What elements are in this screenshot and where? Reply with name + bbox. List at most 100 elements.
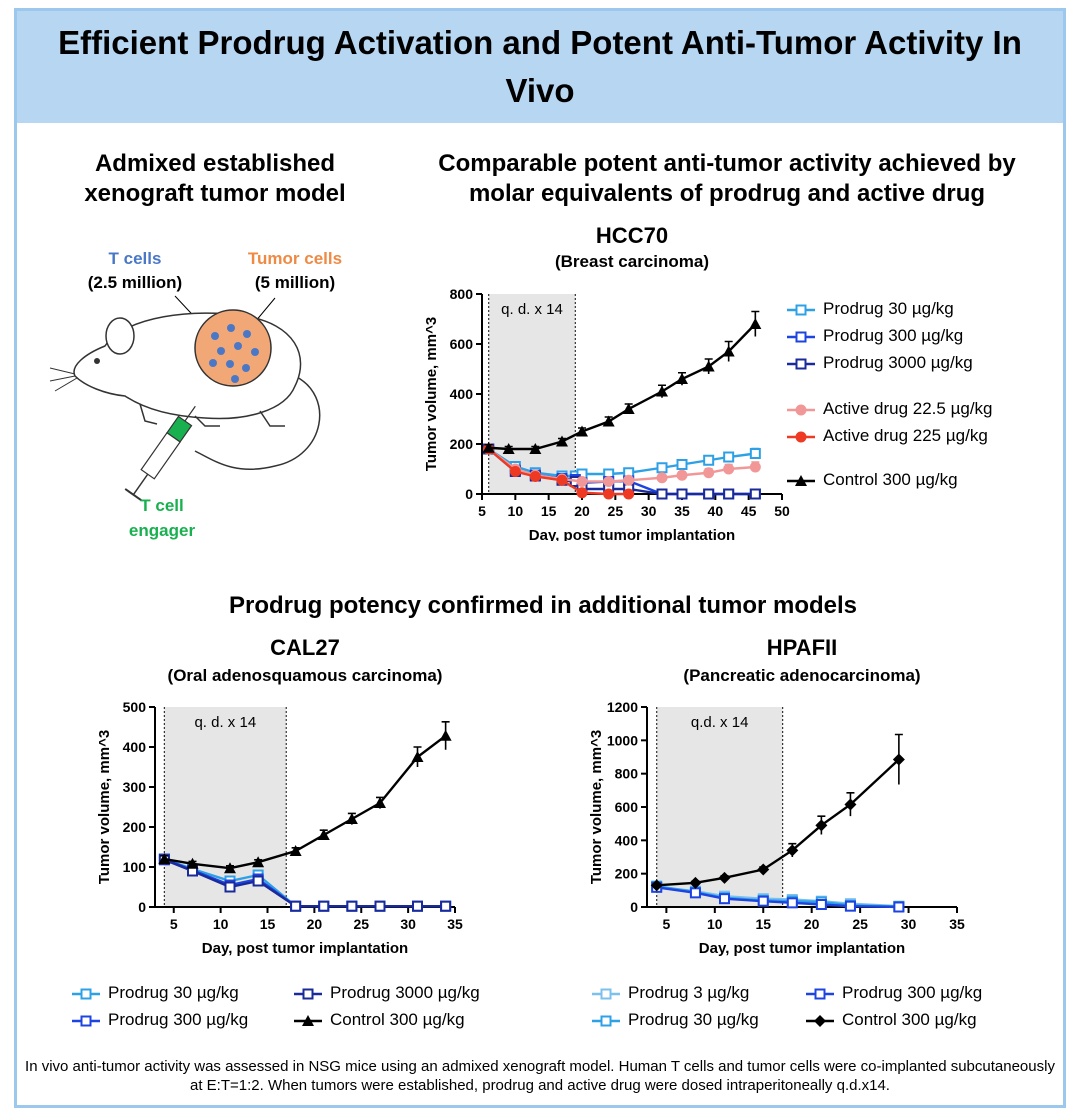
data-point [318,900,330,912]
x-axis-label: Day, post tumor implantation [699,940,905,957]
legend-label: Active drug 22.5 µg/kg [823,399,993,418]
data-point [703,454,715,466]
x-tick-label: 35 [949,916,965,932]
legend-swatch [592,1015,620,1027]
legend-marker [600,988,612,1000]
tumor-cells-label: Tumor cells [248,249,342,268]
data-point [702,360,715,372]
hpafii-chart: HPAFII (Pancreatic adenocarcinoma) q.d. x … [588,635,965,957]
dosing-window [164,707,287,907]
x-tick-label: 5 [170,916,178,932]
data-point [893,901,905,913]
data-point [703,488,715,500]
figure-frame: Efficient Prodrug Activation and Potent … [14,8,1066,1108]
x-tick-label: 30 [901,916,917,932]
data-point [786,897,798,909]
bottom-section-heading: Prodrug potency confirmed in additional … [228,592,858,619]
data-point [439,729,452,741]
x-tick-label: 10 [508,503,524,519]
legend-label: Prodrug 30 µg/kg [108,983,239,1002]
cal27-legend: Prodrug 30 µg/kg Prodrug 300 µg/kg Prodrug… [72,983,542,1043]
legend-label: Prodrug 300 µg/kg [823,326,964,345]
series-line [164,734,447,870]
x-tick-label: 15 [755,916,771,932]
y-tick-label: 400 [615,832,639,848]
legend-label: Prodrug 30 µg/kg [823,299,954,318]
y-tick-label: 800 [450,286,474,302]
y-tick-label: 800 [615,766,639,782]
top-section-heading: Comparable potent anti-tumor activity ac… [438,150,1016,207]
data-point [719,893,730,905]
dosing-label: q. d. x 14 [194,714,256,731]
mouse-tail [194,375,321,470]
legend-swatch [592,988,620,1000]
y-tick-label: 100 [123,859,147,875]
hpafii-legend: Prodrug 3 µg/kg Prodrug 30 µg/kg Prodrug 3… [592,983,1042,1043]
legend-marker [795,431,807,443]
dosing-window [488,294,576,494]
data-point [815,899,827,910]
data-point [718,871,731,884]
x-axis-label: Day, post tumor implantation [529,527,735,541]
data-point [411,751,424,762]
x-tick-label: 15 [260,916,276,932]
data-point [374,797,386,808]
x-tick-label: 20 [574,503,590,519]
data-point [622,403,635,414]
data-point [757,863,770,876]
mouse-eye [94,358,100,364]
data-point [656,472,668,484]
y-tick-label: 0 [138,899,146,915]
y-tick-label: 0 [465,486,473,502]
legend-marker [814,988,826,1000]
y-tick-label: 0 [630,899,638,915]
y-tick-label: 500 [123,699,147,715]
data-point [346,900,358,912]
data-point [749,488,761,500]
data-point [689,887,701,899]
legend-marker [302,988,314,1000]
tumor-mass [194,309,272,387]
data-point [502,443,515,454]
legend-item-prodrug-300-ugkg: Prodrug 300 µg/kg [806,983,982,1003]
data-point [749,461,761,473]
x-tick-label: 25 [353,916,369,932]
data-point [623,474,635,486]
legend-swatch [72,988,100,1000]
legend-marker [795,331,807,343]
data-point [289,845,302,856]
legend-label: Prodrug 3 µg/kg [628,983,750,1002]
data-point [576,476,588,487]
data-point [757,895,769,907]
y-tick-label: 400 [450,386,474,402]
data-point [844,798,857,811]
data-point [723,488,735,500]
chart-subtitle: (Breast carcinoma) [555,252,709,271]
data-point [317,829,330,840]
data-point [602,415,615,427]
series-control-300-ugkg [482,310,762,454]
y-tick-label: 400 [123,739,147,755]
legend-marker [795,404,807,416]
legend-swatch [787,304,815,316]
x-tick-label: 20 [804,916,820,932]
x-tick-label: 50 [774,503,790,519]
legend-marker [600,1015,612,1027]
data-point [723,463,735,475]
data-point [676,373,688,384]
data-point [656,488,668,500]
y-tick-label: 1000 [607,732,638,748]
data-point [603,488,615,500]
series-control-300-ugkg [158,721,452,874]
legend-item-prodrug-3-ugkg: Prodrug 3 µg/kg [592,983,749,1003]
data-point [290,900,302,912]
legend-swatch [787,358,815,370]
tumor-cells-count: (5 million) [255,273,335,292]
legend-item-control-300-ugkg: Control 300 µg/kg [294,1010,465,1030]
y-tick-label: 200 [123,819,147,835]
x-tick-label: 25 [852,916,868,932]
engager-label-line1: T cell [140,496,183,515]
figure-caption: In vivo anti-tumor activity was assessed… [25,1058,1055,1094]
legend-marker [814,1014,826,1027]
y-axis-label: Tumor volume, mm^3 [588,730,605,884]
